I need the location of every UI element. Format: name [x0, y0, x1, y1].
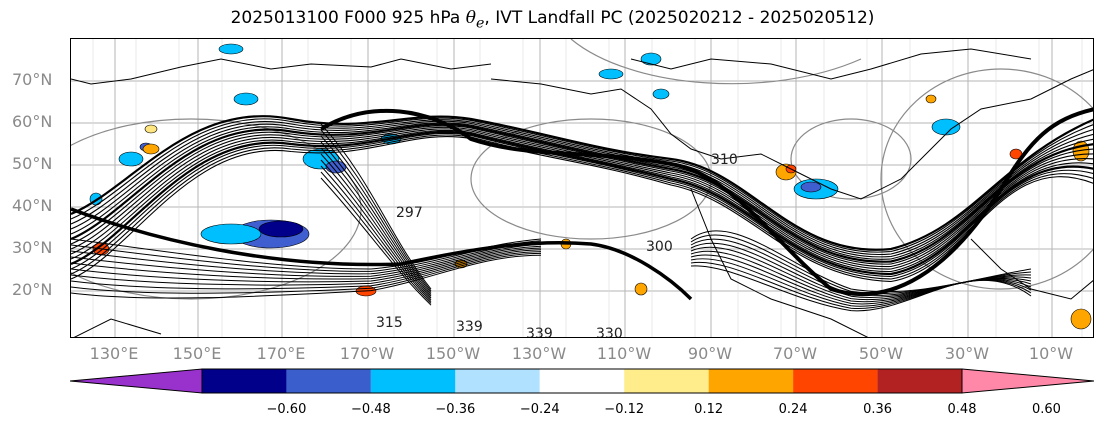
longitude-label: 10°W — [1028, 344, 1074, 363]
colorbar-cell — [286, 369, 371, 393]
colorbar-tick-label: −0.36 — [435, 402, 476, 417]
colorbar-cell — [961, 368, 1094, 394]
colorbar-tick-label: 0.60 — [1031, 402, 1061, 417]
longitude-label: 130°E — [89, 344, 139, 363]
latitude-label: 60°N — [12, 112, 53, 131]
contour-label-group: 297 300 339 339 330 310 315 — [376, 152, 738, 338]
longitude-label: 90°W — [687, 344, 733, 363]
contour-label: 315 — [376, 315, 403, 331]
coastlines — [71, 48, 1093, 337]
map-title: 2025013100 F000 925 hPa θe, IVT Landfall… — [230, 8, 875, 32]
latitude-label: 20°N — [12, 280, 53, 299]
map-plot-area: 297 300 339 339 330 310 315 — [71, 39, 1093, 338]
colorbar-cell — [70, 368, 203, 394]
colorbar-cell — [793, 369, 878, 393]
longitude-label: 150°E — [172, 344, 222, 363]
contour-label: 310 — [711, 152, 738, 168]
latitude-label: 50°N — [12, 154, 53, 173]
contour-label: 300 — [646, 239, 673, 255]
colorbar-cell — [539, 369, 625, 393]
longitude-label: 30°W — [944, 344, 990, 363]
colorbar-cell — [877, 369, 962, 393]
colorbar-tick-label: −0.24 — [519, 402, 560, 417]
colorbar-tick-label: −0.48 — [350, 402, 391, 417]
latitude-label: 40°N — [12, 196, 53, 215]
longitude-label: 170°E — [256, 344, 306, 363]
colorbar-tick-label: 0.48 — [947, 402, 977, 417]
latitude-label: 30°N — [12, 238, 53, 257]
longitude-label: 130°W — [511, 344, 567, 363]
colorbar-tick-label: −0.12 — [604, 402, 645, 417]
colorbar-cell — [708, 369, 794, 393]
contour-label: 297 — [396, 205, 423, 221]
pc-shaded-regions — [89, 43, 1092, 330]
colorbar-tick-label: −0.60 — [266, 402, 307, 417]
longitude-label: 70°W — [772, 344, 818, 363]
contour-label: 339 — [456, 319, 483, 335]
theta-e-contours — [71, 107, 1093, 312]
longitude-label: 50°W — [858, 344, 904, 363]
longitude-label: 170°W — [339, 344, 395, 363]
colorbar — [70, 368, 1094, 394]
map-panel: 297 300 339 339 330 310 315 — [70, 38, 1094, 338]
longitude-label: 110°W — [596, 344, 652, 363]
colorbar-cell — [624, 369, 709, 393]
contour-label: 339 — [526, 326, 553, 338]
contour-label: 330 — [596, 326, 623, 338]
colorbar-tick-label: 0.12 — [694, 402, 724, 417]
colorbar-tick-label: 0.24 — [778, 402, 808, 417]
longitude-label: 150°W — [425, 344, 481, 363]
colorbar-cell — [202, 369, 287, 393]
colorbar-cell — [455, 369, 540, 393]
latitude-label: 70°N — [12, 70, 53, 89]
colorbar-tick-label: 0.36 — [863, 402, 893, 417]
colorbar-cell — [370, 369, 456, 393]
